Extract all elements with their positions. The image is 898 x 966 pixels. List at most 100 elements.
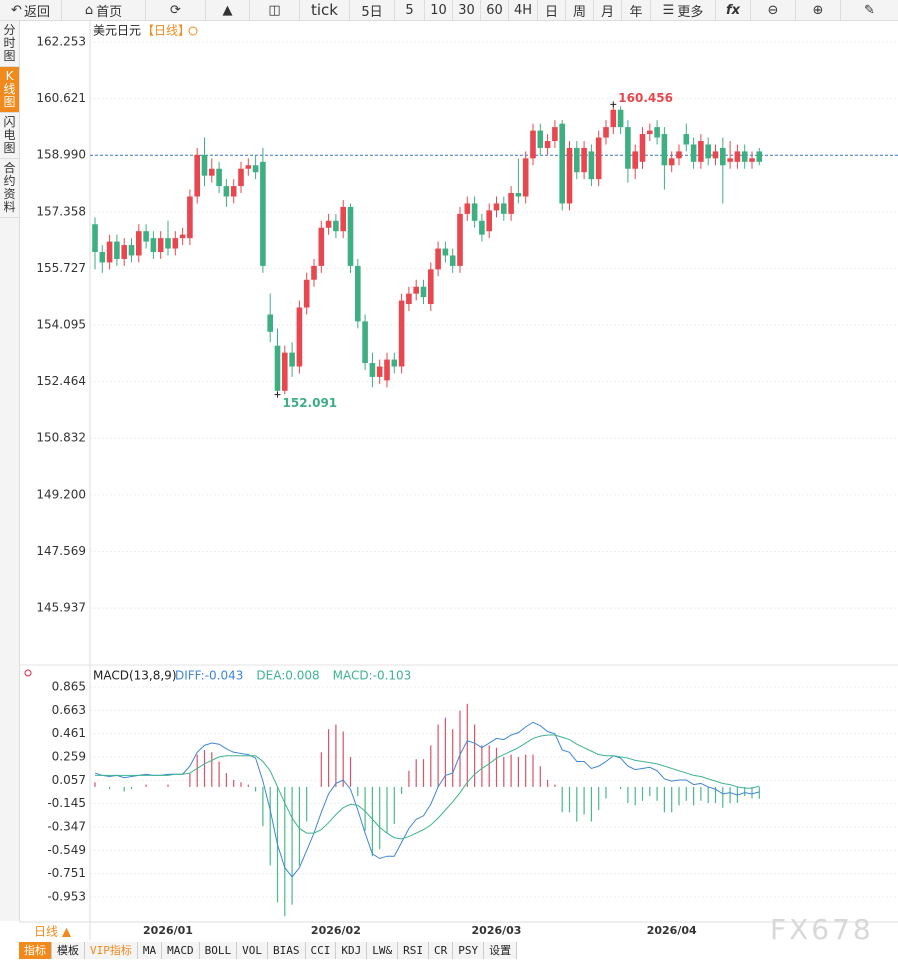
- more-button[interactable]: ☰ 更多: [651, 0, 716, 20]
- candle-body: [486, 210, 492, 232]
- y-tick-label: -0.145: [47, 796, 86, 810]
- side-tab[interactable]: K线图: [0, 67, 19, 113]
- candle-body: [311, 265, 317, 280]
- extreme-marker: [274, 391, 281, 398]
- y-tick-label: -0.549: [47, 843, 86, 857]
- candle-body: [340, 206, 346, 232]
- candle-body: [683, 134, 690, 145]
- x-tick-label: 2026/04: [647, 924, 697, 937]
- indicator-title: MACD(13,8,9): [93, 669, 177, 683]
- side-tab[interactable]: 闪电图: [0, 113, 19, 159]
- period-button[interactable]: 年: [622, 0, 651, 20]
- indicator-tab[interactable]: RSI: [398, 942, 429, 959]
- candle-body: [406, 293, 412, 305]
- indicator-tab[interactable]: CR: [429, 942, 454, 959]
- y-tick-label: 158.990: [36, 148, 86, 162]
- sidebar: 分时图 K线图 闪电图 合约资料: [0, 21, 20, 921]
- indicator-tab[interactable]: 指标: [19, 942, 52, 959]
- candle-body: [245, 165, 252, 169]
- period-icon: [188, 26, 198, 36]
- candle-body: [223, 186, 230, 197]
- period-button[interactable]: 周: [566, 0, 594, 20]
- period-button[interactable]: 5日: [350, 0, 395, 20]
- indicator-tab[interactable]: KDJ: [336, 942, 368, 959]
- candle-body: [493, 203, 500, 211]
- indicator-tab[interactable]: MACD: [162, 942, 200, 959]
- back-button[interactable]: ↶ 返回: [0, 0, 62, 20]
- candle-body: [442, 248, 449, 256]
- candle-body: [238, 168, 244, 187]
- candle-body: [92, 224, 98, 253]
- x-tick-label: 2026/03: [472, 924, 522, 937]
- candle-body: [216, 168, 222, 187]
- candle-body: [201, 154, 208, 176]
- legend-entry: DEA:0.008: [256, 669, 319, 683]
- fx-button[interactable]: fx: [716, 0, 751, 20]
- draw-button[interactable]: ✎: [864, 2, 875, 18]
- x-tick-label: 2026/01: [143, 924, 193, 937]
- indicator-tab[interactable]: LW&: [367, 942, 399, 959]
- extreme-marker: [610, 101, 617, 108]
- indicator-tab[interactable]: 模板: [52, 942, 85, 959]
- side-tab[interactable]: 合约资料: [0, 159, 19, 218]
- period-button[interactable]: 10: [425, 0, 453, 20]
- candle-body: [420, 286, 427, 298]
- candle-body: [172, 238, 179, 249]
- candle-body: [574, 147, 580, 173]
- y-tick-label: 0.663: [52, 703, 86, 717]
- candle-body: [274, 345, 281, 391]
- settings-icon: [24, 669, 32, 677]
- label: 返回: [23, 4, 50, 20]
- tick-button[interactable]: tick: [300, 0, 350, 20]
- candle-body: [347, 206, 354, 266]
- indicator-tab[interactable]: VOL: [237, 942, 268, 959]
- y-tick-label: 0.259: [52, 750, 86, 764]
- candle-body: [187, 196, 193, 239]
- period-button[interactable]: 4H: [509, 0, 538, 20]
- candle-body: [720, 147, 726, 166]
- candle-body: [136, 231, 142, 256]
- period-button[interactable]: 日: [538, 0, 566, 20]
- candle-body: [501, 203, 507, 214]
- legend-entry: MACD:-0.103: [333, 669, 412, 683]
- candle-body: [625, 127, 631, 169]
- y-tick-label: -0.347: [47, 819, 86, 833]
- home-button[interactable]: ⌂ 首页: [62, 0, 146, 20]
- period-button[interactable]: 30: [453, 0, 481, 20]
- candle-body: [464, 203, 471, 214]
- indicator-tab[interactable]: BIAS: [268, 942, 306, 959]
- candle-body: [588, 151, 595, 180]
- zoom-out-button[interactable]: ⊖: [751, 0, 796, 20]
- candle-body: [435, 248, 441, 270]
- period-button[interactable]: 5: [395, 0, 425, 20]
- period-tag: 【日线】: [142, 24, 190, 38]
- candle-body: [428, 269, 434, 305]
- candle-body: [544, 140, 551, 148]
- candle-body: [457, 213, 463, 266]
- chart-button[interactable]: ▲: [206, 0, 250, 20]
- indicator-tab[interactable]: CCI: [305, 942, 337, 959]
- y-tick-label: 147.569: [36, 544, 86, 558]
- period-button[interactable]: 月: [594, 0, 622, 20]
- candle-body: [398, 300, 405, 367]
- candle-body: [661, 134, 668, 166]
- side-tab[interactable]: 分时图: [0, 21, 19, 67]
- indicator-tab[interactable]: 设置: [484, 942, 518, 959]
- refresh-button[interactable]: ⟳: [146, 0, 206, 20]
- indicator-tab[interactable]: PSY: [453, 942, 485, 959]
- zoom-in-button[interactable]: ⊕: [796, 0, 841, 20]
- y-tick-label: 157.358: [36, 204, 86, 218]
- indicator-tab[interactable]: BOLL: [199, 942, 238, 959]
- period-button[interactable]: 60: [481, 0, 509, 20]
- candle-body: [566, 147, 573, 204]
- legend-entry: DIFF:-0.043: [175, 669, 243, 683]
- candle-body: [260, 161, 266, 266]
- candle-body: [333, 220, 339, 232]
- period-label: 日线 ▲: [34, 925, 72, 939]
- candle-body: [325, 220, 332, 228]
- indicator-tab[interactable]: MA: [137, 942, 163, 959]
- candle-button[interactable]: ◫: [250, 0, 300, 20]
- indicator-tab[interactable]: VIP指标: [85, 942, 138, 959]
- y-tick-label: 155.727: [36, 261, 86, 275]
